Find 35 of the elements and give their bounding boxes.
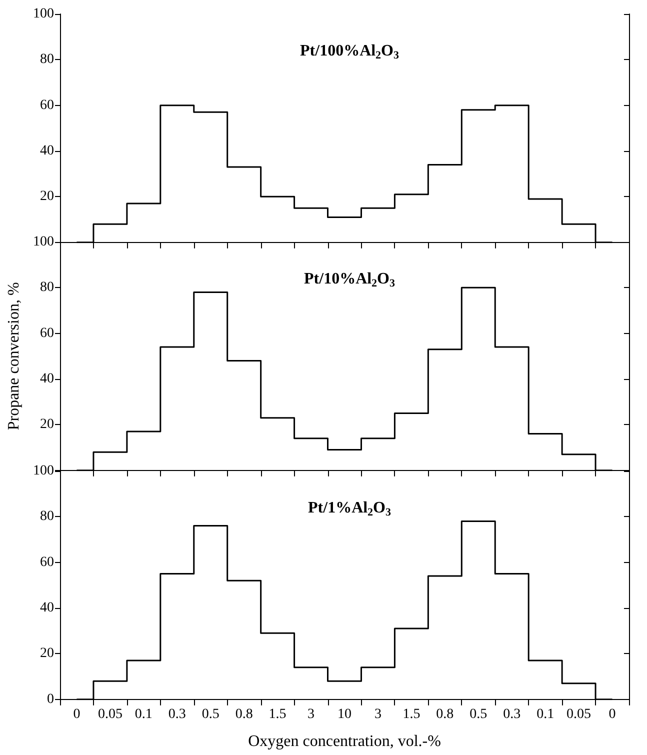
x-tick-label: 0.1 [536, 706, 554, 722]
x-tick-label: 0.3 [503, 706, 521, 722]
y-tick-label: 80 [40, 280, 54, 296]
x-tick-label: 1.5 [268, 706, 286, 722]
y-tick-label: 100 [33, 234, 54, 250]
x-tick-label: 0.5 [202, 706, 220, 722]
x-tick-label: 0.8 [436, 706, 454, 722]
y-tick-label: 60 [40, 98, 54, 113]
x-tick-label: 1.5 [402, 706, 420, 722]
y-tick-label: 80 [40, 52, 54, 68]
x-tick-label: 3 [374, 706, 382, 722]
y-tick-label: 80 [40, 508, 54, 524]
y-tick-label: 0 [47, 691, 54, 706]
y-tick-label: 100 [33, 6, 54, 22]
x-tick-label: 0.8 [235, 706, 253, 722]
x-tick-label: 0 [73, 706, 80, 722]
y-tick-label: 40 [40, 600, 54, 616]
y-tick-label: 40 [40, 372, 54, 387]
y-tick-label: 100 [33, 463, 54, 478]
x-tick-label: 0.5 [470, 706, 488, 722]
x-tick-label: 0.3 [168, 706, 186, 722]
x-tick-label: 3 [308, 706, 315, 722]
y-tick-label: 60 [40, 554, 54, 570]
x-tick-label: 10 [338, 706, 352, 722]
y-tick-label: 60 [40, 326, 54, 342]
y-tick-label: 40 [40, 144, 54, 158]
x-tick-label: 0.05 [566, 706, 592, 722]
y-tick-label: 20 [40, 189, 54, 204]
y-tick-label: 20 [40, 646, 54, 661]
x-tick-label: 0.05 [98, 706, 122, 722]
x-axis-title: Oxygen concentration, vol.-% [248, 732, 441, 750]
x-tick-label: 0.1 [134, 706, 152, 722]
y-tick-label: 20 [40, 417, 54, 432]
y-axis-title: Propane conversion, % [6, 282, 23, 430]
x-tick-label: 0 [608, 706, 616, 722]
